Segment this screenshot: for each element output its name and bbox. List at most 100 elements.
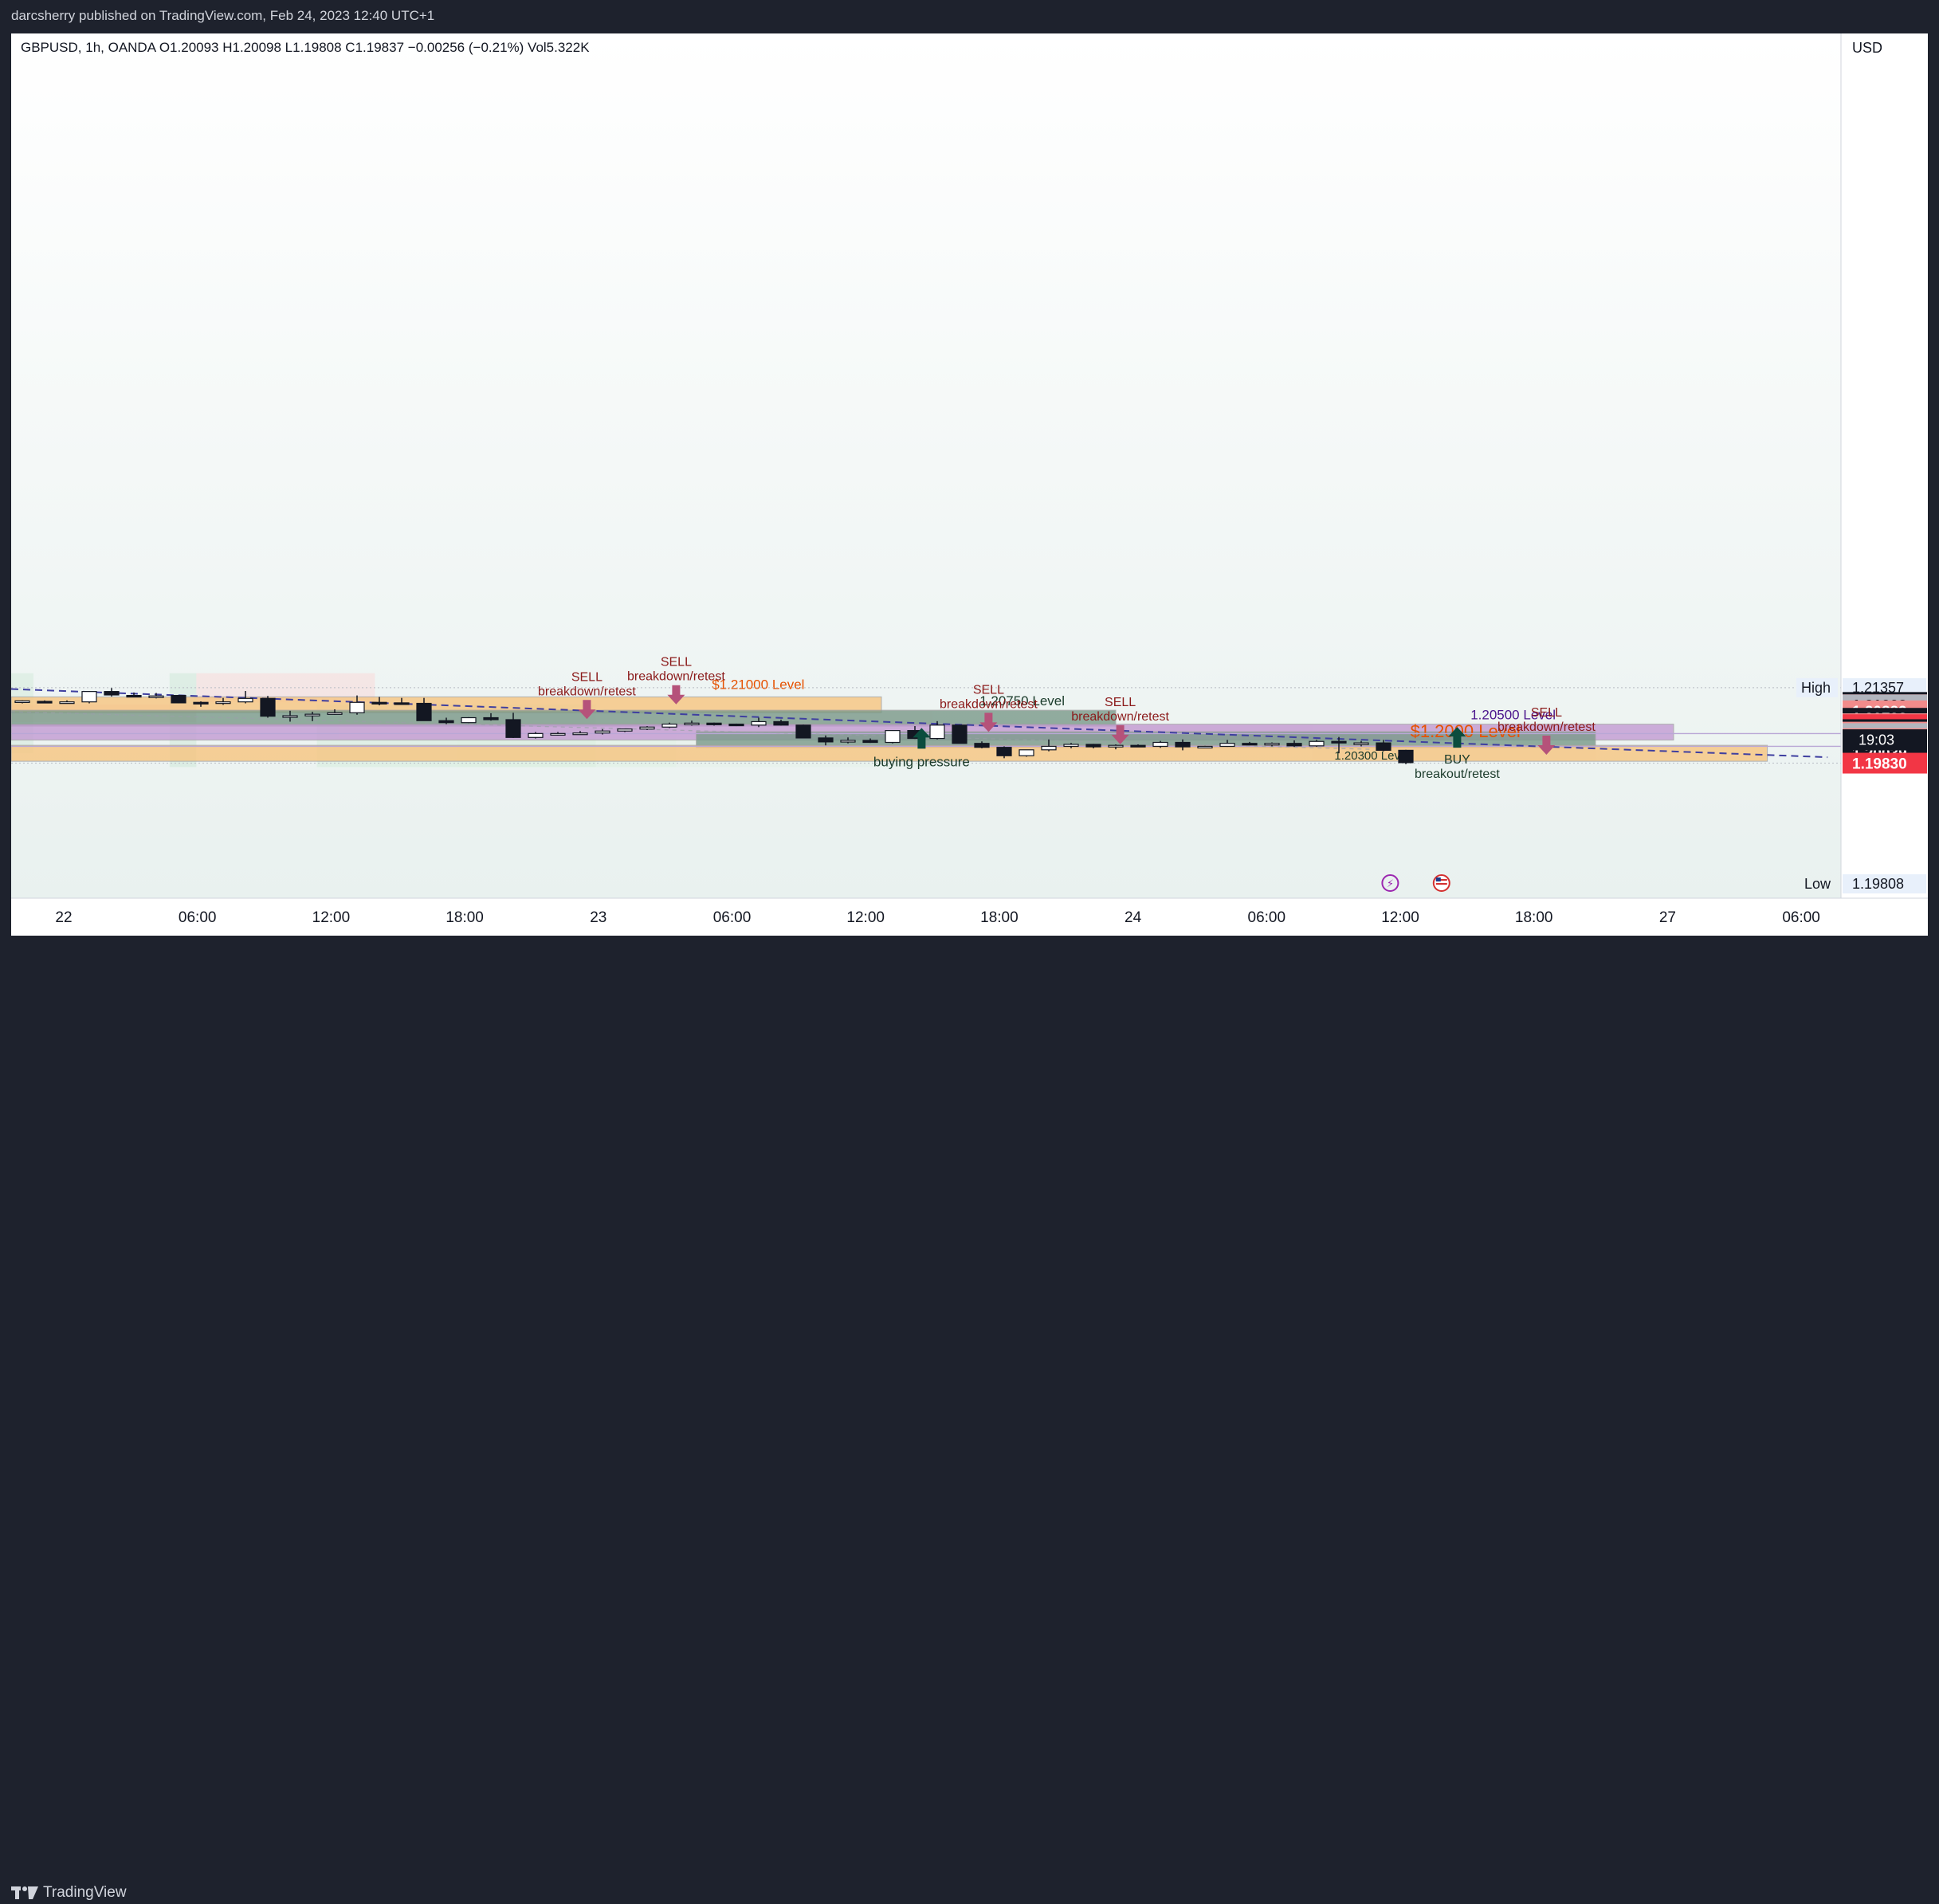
high-value: 1.21357	[1852, 680, 1904, 696]
time-axis[interactable]	[11, 898, 1928, 936]
time-tick-label: 06:00	[1248, 909, 1286, 926]
candle[interactable]	[126, 694, 142, 698]
candle[interactable]	[371, 701, 387, 705]
candle[interactable]	[952, 724, 968, 744]
candle[interactable]	[1019, 749, 1034, 756]
candle[interactable]	[595, 730, 610, 734]
candle[interactable]	[1152, 741, 1168, 748]
annotation-title: SELL	[973, 683, 1004, 697]
candle[interactable]	[438, 720, 454, 724]
candle[interactable]	[1242, 743, 1258, 746]
annotation-subtitle: breakdown/retest	[627, 670, 725, 684]
candle[interactable]	[706, 722, 722, 725]
annotation-subtitle: breakdown/retest	[1497, 720, 1596, 734]
candle[interactable]	[37, 701, 53, 704]
candle[interactable]	[416, 702, 432, 721]
candlestick-chart[interactable]: $1.21000 Level 1.20750 Level 1.20500 Level…	[11, 33, 1928, 936]
time-tick-label: 18:00	[980, 909, 1019, 926]
candle[interactable]	[1264, 743, 1280, 746]
candle[interactable]	[483, 716, 499, 720]
high-label: High	[1801, 680, 1831, 696]
candle[interactable]	[394, 702, 410, 705]
time-tick-label: 18:00	[445, 909, 484, 926]
candle[interactable]	[528, 732, 544, 738]
level-label: 1.20750 Level	[979, 693, 1065, 709]
sell-arrow-icon	[578, 700, 596, 720]
candle[interactable]	[974, 743, 990, 748]
candle[interactable]	[104, 691, 120, 696]
time-tick-label: 24	[1125, 909, 1142, 926]
publisher-line: darcsherry published on TradingView.com,…	[11, 8, 435, 23]
candle[interactable]	[862, 740, 878, 744]
time-tick-label: 27	[1659, 909, 1676, 926]
sell-arrow-icon	[667, 685, 685, 705]
candle[interactable]	[1286, 743, 1302, 747]
candle[interactable]	[1175, 741, 1191, 748]
candle[interactable]	[1108, 744, 1124, 748]
candle[interactable]	[1130, 744, 1146, 748]
chart-frame[interactable]: $1.21000 Level 1.20750 Level 1.20500 Level…	[11, 33, 1928, 936]
annotation-label: buying pressure	[873, 754, 970, 769]
candle[interactable]	[1085, 744, 1101, 748]
candle[interactable]	[193, 701, 209, 705]
candle[interactable]	[148, 695, 164, 698]
countdown-bg	[1843, 729, 1927, 751]
candle[interactable]	[996, 747, 1012, 756]
candle[interactable]	[1197, 745, 1213, 749]
candle[interactable]	[215, 701, 231, 705]
time-tick-label: 22	[55, 909, 72, 926]
candle[interactable]	[550, 732, 566, 736]
candle[interactable]	[282, 715, 298, 718]
sell-arrow-icon	[1537, 735, 1556, 755]
candle[interactable]	[572, 732, 588, 736]
candle[interactable]	[661, 723, 677, 728]
low-value: 1.19808	[1852, 876, 1904, 892]
candle[interactable]	[304, 713, 320, 716]
descending-trendline[interactable]	[11, 688, 1828, 759]
candle[interactable]	[327, 712, 343, 715]
annotation-subtitle: breakdown/retest	[940, 697, 1038, 711]
annotation-title: SELL	[571, 670, 603, 684]
candle[interactable]	[1398, 749, 1414, 764]
candle[interactable]	[840, 740, 856, 743]
candle[interactable]	[1376, 742, 1391, 752]
candle[interactable]	[81, 691, 97, 703]
candle[interactable]	[14, 700, 30, 704]
candle[interactable]	[684, 722, 700, 725]
candle[interactable]	[461, 716, 477, 724]
candle[interactable]	[1309, 740, 1325, 747]
footer-bar: TradingView	[0, 936, 1939, 1901]
level-band[interactable]	[11, 744, 1768, 762]
tradingview-logo[interactable]: TradingView	[11, 1884, 127, 1902]
candle[interactable]	[1041, 745, 1057, 751]
price-tag-label: 1.19830	[1852, 756, 1907, 773]
candle[interactable]	[1331, 740, 1347, 744]
tradingview-logo-icon	[11, 1886, 38, 1899]
candle[interactable]	[505, 719, 521, 738]
candle[interactable]	[773, 720, 789, 726]
candle[interactable]	[795, 724, 811, 739]
candle[interactable]	[751, 720, 767, 726]
minor-trendline	[11, 711, 1371, 750]
level-label: 1.20300 Level	[1334, 749, 1409, 763]
candle[interactable]	[171, 694, 186, 704]
candle[interactable]	[260, 697, 276, 717]
candle[interactable]	[59, 701, 75, 705]
candle[interactable]	[885, 730, 901, 744]
time-tick-label: 12:00	[1381, 909, 1419, 926]
annotation-title: SELL	[661, 656, 692, 669]
lightning-event-icon[interactable]	[1381, 874, 1399, 892]
candle[interactable]	[237, 697, 253, 703]
candle[interactable]	[818, 737, 834, 743]
candle[interactable]	[929, 724, 945, 740]
candle[interactable]	[1219, 743, 1235, 748]
candle[interactable]	[639, 726, 655, 730]
candle[interactable]	[1353, 742, 1369, 745]
currency-label: USD	[1852, 40, 1882, 56]
buy-arrow-icon	[913, 728, 931, 749]
countdown-label: 19:03	[1859, 732, 1894, 748]
candle[interactable]	[728, 723, 744, 727]
candle[interactable]	[617, 728, 633, 732]
candle[interactable]	[1063, 744, 1079, 748]
candle[interactable]	[349, 701, 365, 713]
